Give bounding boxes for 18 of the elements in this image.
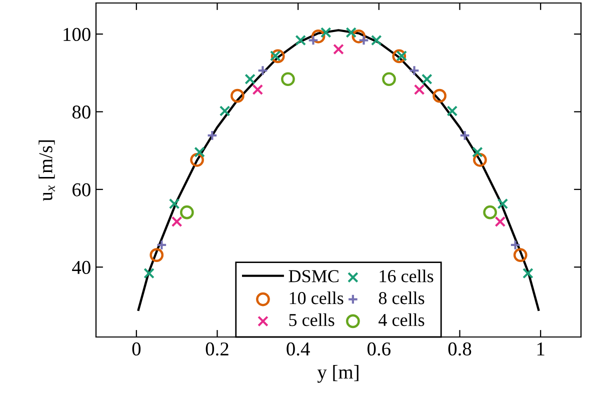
y-axis-title: u$_{x}$ [m/s] xyxy=(38,140,55,201)
y-tick-label: 80 xyxy=(72,106,90,119)
x-tick-label: 0.6 xyxy=(368,342,390,356)
x-tick-label: 1 xyxy=(537,342,544,356)
legend-label: 4 cells xyxy=(378,313,424,326)
legend-label: 10 cells xyxy=(290,292,344,304)
x-tick-label: 0.4 xyxy=(286,342,310,356)
legend-label: 8 cells xyxy=(378,292,424,304)
x-axis-title: y [m] xyxy=(317,365,358,383)
legend-label: 5 cells xyxy=(289,313,334,326)
x-tick-label: 0 xyxy=(132,342,141,356)
y-tick-label: 60 xyxy=(72,183,90,196)
y-tick-label: 100 xyxy=(64,28,90,42)
legend-label: DSMC xyxy=(288,270,338,282)
y-tick-label: 40 xyxy=(72,260,90,274)
x-tick-label: 0.2 xyxy=(206,342,228,356)
legend-label: 16 cells xyxy=(380,270,434,282)
x-tick-label: 0.8 xyxy=(448,342,472,356)
